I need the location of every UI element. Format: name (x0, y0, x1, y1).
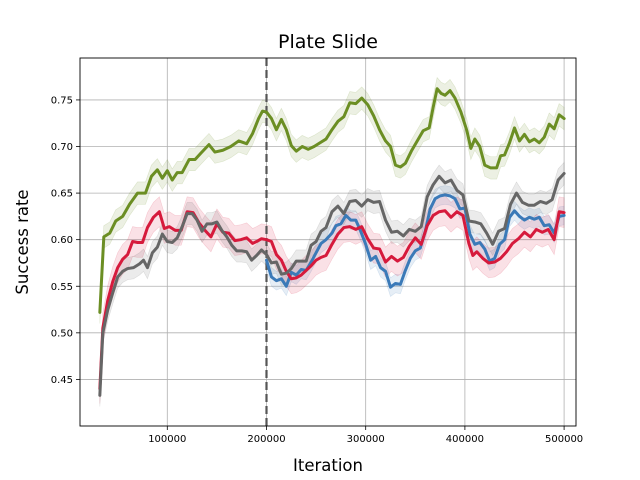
plot-area-frame (79, 57, 577, 427)
y-tick-label: 0.55 (51, 282, 73, 293)
y-axis-ticks: 0.45 0.50 0.55 0.60 0.65 0.70 0.75 (51, 95, 80, 386)
x-axis-ticks: 100000 200000 300000 400000 500000 (148, 426, 583, 445)
y-tick-label: 0.45 (51, 375, 73, 386)
x-tick-label: 100000 (148, 434, 186, 445)
x-tick-label: 200000 (247, 434, 285, 445)
x-axis-title: Iteration (293, 456, 363, 475)
y-tick-label: 0.60 (51, 235, 73, 246)
series-0-band (99, 76, 565, 324)
series-3-line (98, 172, 566, 397)
x-tick-label: 400000 (446, 434, 484, 445)
y-tick-label: 0.75 (51, 95, 73, 106)
series-1-line (265, 193, 566, 289)
x-tick-label: 300000 (347, 434, 385, 445)
series-2-line (98, 209, 566, 391)
y-tick-label: 0.65 (51, 189, 73, 200)
series-0-line (98, 87, 566, 314)
series-lines (98, 87, 566, 397)
y-tick-label: 0.70 (51, 142, 73, 153)
y-axis-title: Success rate (13, 189, 32, 294)
y-tick-label: 0.50 (51, 328, 73, 339)
chart-title: Plate Slide (278, 31, 378, 53)
x-tick-label: 500000 (545, 434, 583, 445)
